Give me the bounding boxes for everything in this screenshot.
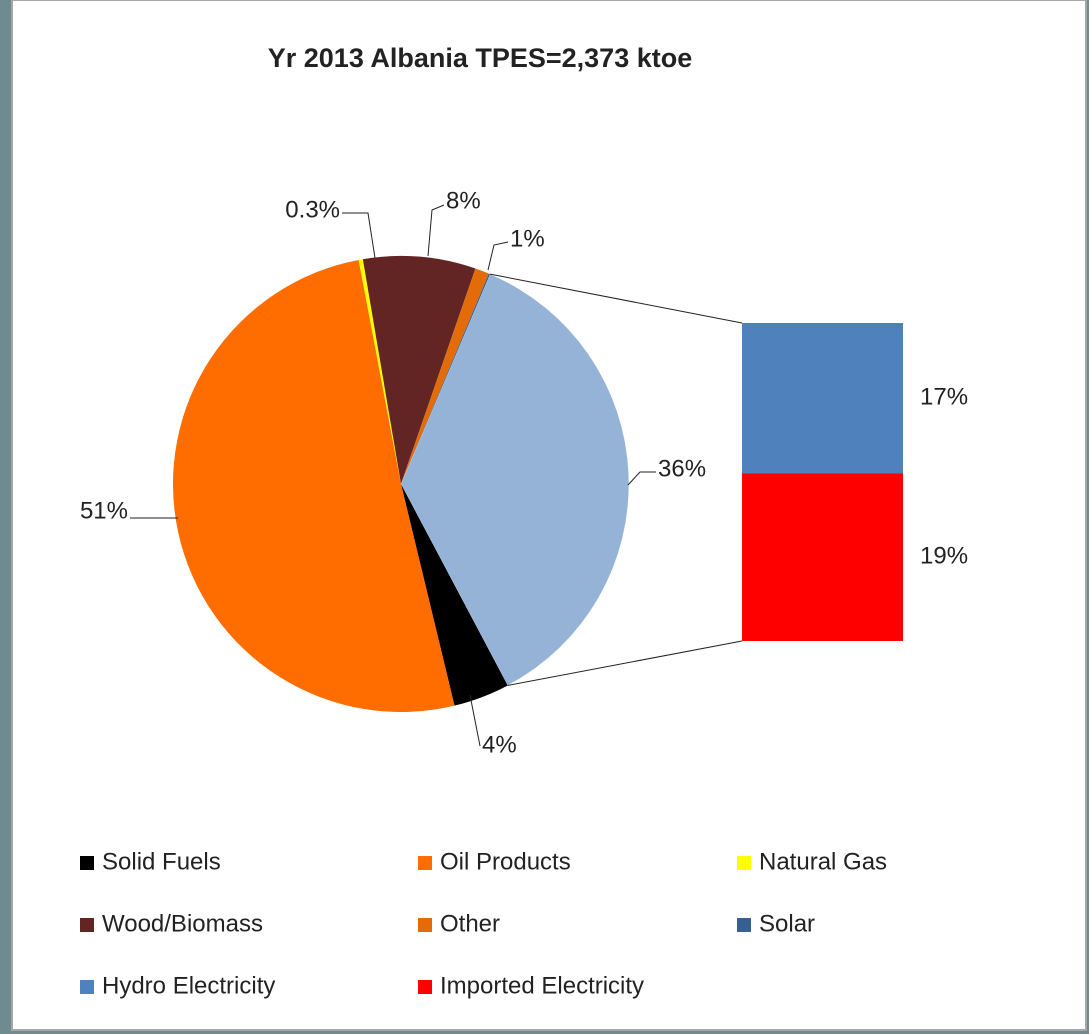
legend-label: Solar — [759, 910, 815, 937]
legend-swatch — [80, 918, 94, 932]
pie-slice — [173, 259, 455, 712]
legend-label: Natural Gas — [759, 848, 887, 875]
legend-swatch — [737, 856, 751, 870]
data-label: 36% — [658, 455, 706, 482]
pie-slice — [401, 273, 491, 484]
data-label: 1% — [510, 225, 545, 252]
legend-label: Other — [440, 910, 500, 937]
legend-swatch — [418, 980, 432, 994]
legend-label: Solid Fuels — [102, 848, 221, 875]
bar-segment — [742, 473, 903, 641]
legend-label: Imported Electricity — [440, 972, 644, 999]
pie-slice — [401, 484, 508, 706]
data-label: 4% — [482, 731, 517, 758]
pie-slice — [358, 259, 401, 484]
bar-segment — [742, 323, 903, 474]
legend-label: Hydro Electricity — [102, 972, 275, 999]
data-label: 17% — [920, 383, 968, 410]
legend-swatch — [418, 918, 432, 932]
chart-title: Yr 2013 Albania TPES=2,373 ktoe — [268, 43, 692, 73]
leader-line — [469, 694, 481, 747]
pie-slice — [401, 268, 489, 484]
connector-line — [489, 273, 743, 324]
data-label: 19% — [920, 542, 968, 569]
leader-line — [487, 241, 509, 271]
legend-swatch — [418, 856, 432, 870]
leader-line — [342, 212, 376, 259]
legend-swatch — [80, 980, 94, 994]
legend-label: Oil Products — [440, 848, 571, 875]
data-label: 0.3% — [285, 196, 340, 223]
data-label: 8% — [446, 187, 481, 214]
connector-line — [507, 640, 743, 686]
legend-swatch — [737, 918, 751, 932]
pie-slice — [400, 273, 630, 686]
pie-slice — [362, 256, 476, 484]
legend-label: Wood/Biomass — [102, 910, 263, 937]
leader-line — [627, 471, 656, 486]
data-label: 51% — [80, 497, 128, 524]
legend-swatch — [80, 856, 94, 870]
leader-line — [427, 204, 445, 257]
